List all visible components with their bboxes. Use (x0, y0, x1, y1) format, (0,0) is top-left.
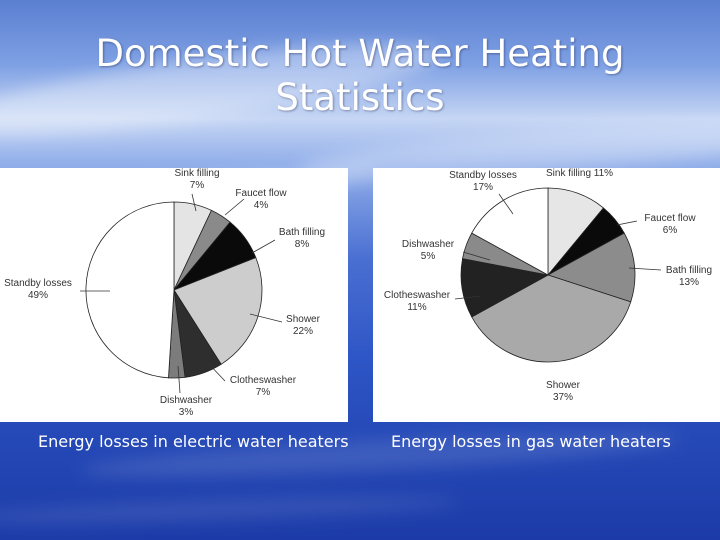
electric-label-dishwasher: Dishwasher (160, 395, 213, 406)
gas-leader-clotheswasher (454, 295, 482, 300)
gas-value-standby-losses: 17% (473, 182, 493, 193)
electric-value-bath-filling: 8% (295, 239, 310, 250)
electric-value-dishwasher: 3% (179, 407, 194, 418)
gas-label-faucet-flow: Faucet flow (644, 213, 696, 224)
gas-value-clotheswasher: 11% (407, 302, 426, 313)
electric-leader-clotheswasher (205, 360, 226, 382)
electric-chart-caption: Energy losses in electric water heaters (38, 432, 349, 451)
electric-value-faucet-flow: 4% (254, 200, 269, 211)
electric-label-standby-losses: Standby losses (4, 278, 72, 289)
electric-leader-shower (249, 313, 283, 323)
gas-leader-dishwasher (462, 251, 491, 261)
gas-value-dishwasher: 5% (421, 251, 436, 262)
gas-label-dishwasher: Dishwasher (402, 239, 455, 250)
gas-value-faucet-flow: 6% (663, 225, 678, 236)
gas-pie-chart-panel: Sink filling 11% Faucet flow 6% Bath fillin… (373, 168, 720, 422)
electric-label-faucet-flow: Faucet flow (235, 188, 287, 199)
gas-leader-bath-filling (628, 267, 662, 271)
electric-value-clotheswasher: 7% (256, 387, 271, 398)
electric-pie-chart-panel: Sink filling 7% Faucet flow 4% Bath filling 8… (0, 168, 348, 422)
electric-leader-faucet-flow (224, 198, 245, 216)
gas-label-shower: Shower (546, 380, 581, 391)
gas-value-shower: 37% (553, 392, 573, 403)
gas-slice-bath-filling (546, 232, 636, 303)
gas-label-sink-filling: Sink filling 11% (546, 168, 613, 179)
electric-value-sink-filling: 7% (190, 180, 205, 191)
gas-value-bath-filling: 13% (679, 277, 699, 288)
gas-chart-caption: Energy losses in gas water heaters (391, 432, 671, 451)
slide-title: Domestic Hot Water Heating Statistics (0, 32, 720, 120)
electric-label-shower: Shower (286, 314, 321, 325)
electric-leader-sink-filling (191, 193, 197, 212)
electric-label-clotheswasher: Clotheswasher (230, 375, 297, 386)
electric-leader-dishwasher (177, 365, 181, 394)
electric-slice-standby-losses (85, 201, 175, 379)
gas-leader-faucet-flow (616, 220, 638, 226)
electric-value-standby-losses: 49% (28, 290, 48, 301)
gas-label-standby-losses: Standby losses (449, 170, 517, 181)
electric-value-shower: 22% (293, 326, 313, 337)
electric-label-sink-filling: Sink filling (174, 168, 219, 179)
gas-label-clotheswasher: Clotheswasher (384, 290, 451, 301)
gas-slice-shower (471, 274, 632, 363)
electric-slice-shower (173, 257, 263, 365)
electric-label-bath-filling: Bath filling (279, 227, 325, 238)
gas-label-bath-filling: Bath filling (666, 265, 712, 276)
electric-leader-bath-filling (251, 239, 276, 254)
slide-title-line1: Domestic Hot Water Heating (95, 32, 625, 75)
slide-title-line2: Statistics (275, 76, 445, 119)
gas-leader-standby-losses (498, 193, 514, 215)
